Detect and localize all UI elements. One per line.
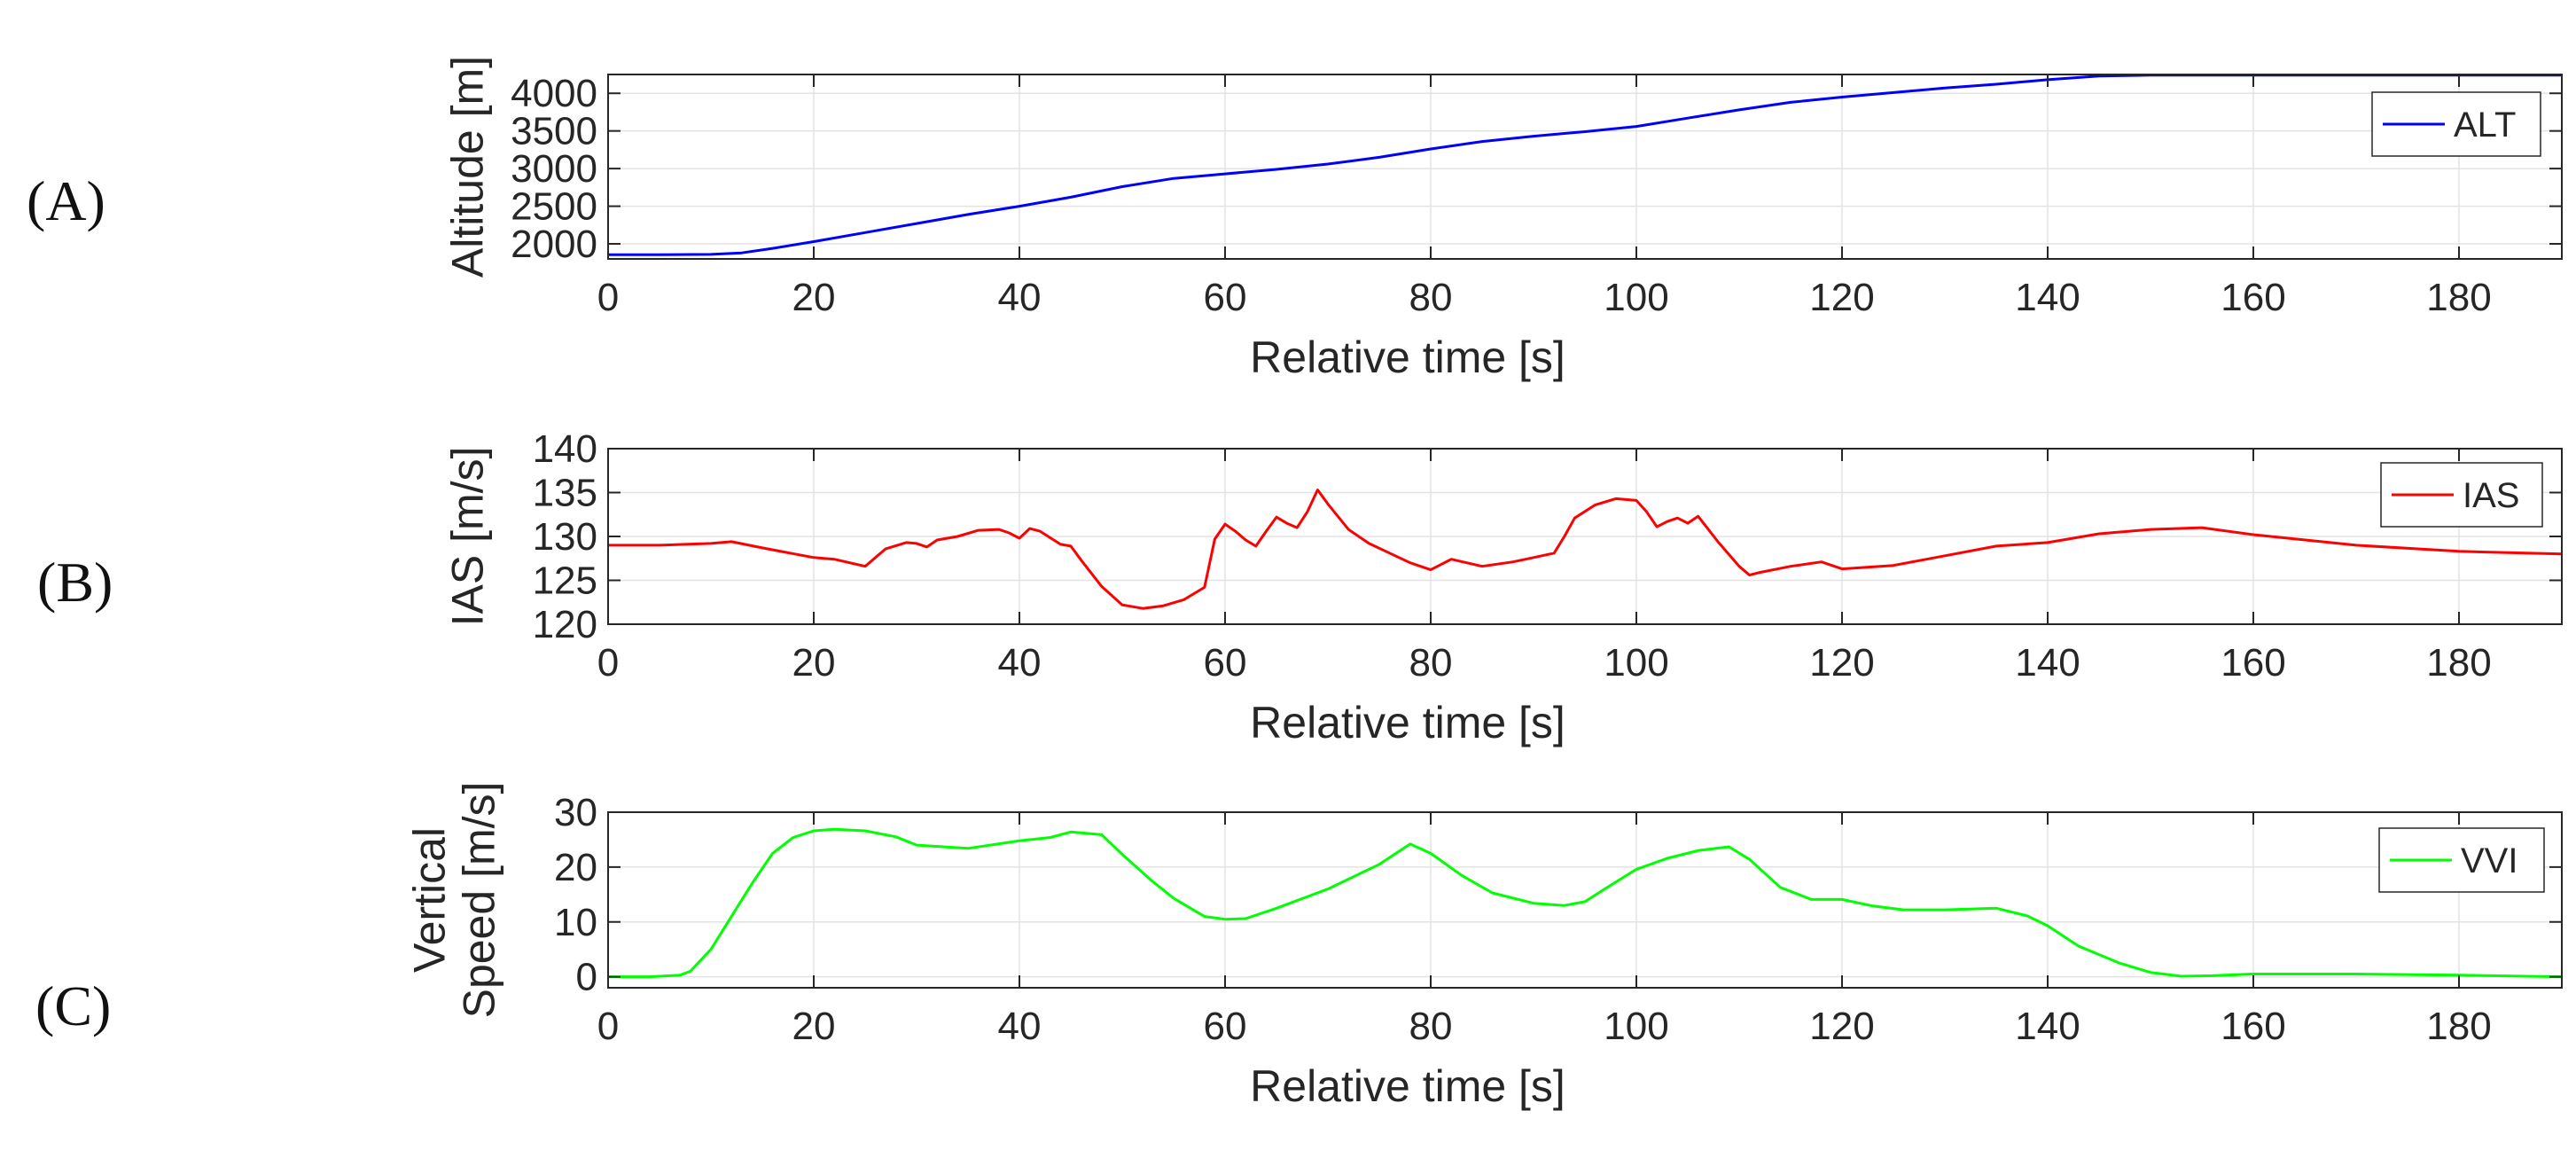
x-tick-label: 0 [597,276,619,319]
x-tick-label: 80 [1409,276,1453,319]
x-tick-label: 20 [792,641,836,685]
y-axis-label: Altitude [m] [443,56,493,278]
plot-frame [607,811,2563,989]
x-axis-label: Relative time [s] [1250,1061,1565,1111]
x-tick-label: 40 [998,641,1042,685]
x-tick-label: 160 [2221,276,2285,319]
x-tick-label: 120 [1809,276,1874,319]
y-tick-label: 3500 [511,110,597,153]
plot-frame [607,74,2563,260]
series-line-ias [608,489,2563,610]
panel-label-c: (C) [35,974,111,1037]
y-axis-label: Vertical [405,827,455,973]
y-tick-label: 30 [554,791,597,834]
panel-label-a: (A) [27,169,105,232]
x-tick-label: 100 [1604,1005,1668,1048]
vertical-speed-chart: 0 20 40 60 80 100 120 140 160 180 0 10 20 30 Relative … [405,782,2563,1111]
y-tick-label: 120 [533,603,597,646]
ias-chart: 0 20 40 60 80 100 120 140 160 180120125130135140R… [443,427,2563,747]
x-tick-label: 0 [597,1005,619,1048]
y-axis-label: IAS [m/s] [443,447,493,627]
y-tick-label: 135 [533,472,597,515]
x-tick-label: 180 [2426,276,2491,319]
x-tick-label: 140 [2015,276,2080,319]
x-tick-label: 60 [1204,641,1247,685]
altitude-chart: 0 20 40 60 80 100 120 140 160 180 2000250030003500… [443,56,2563,382]
series-line-vvi [608,827,2563,979]
x-tick-label: 140 [2015,641,2080,685]
panel-label-b: (B) [37,551,113,614]
legend-label: IAS [2463,476,2519,515]
x-tick-label: 180 [2426,641,2491,685]
x-axis-label: Relative time [s] [1250,698,1565,747]
x-tick-label: 40 [998,1005,1042,1048]
y-tick-label: 125 [533,559,597,603]
x-tick-label: 160 [2221,641,2285,685]
x-tick-label: 120 [1809,641,1874,685]
x-tick-label: 20 [792,276,836,319]
x-tick-label: 100 [1604,641,1668,685]
y-tick-label: 3000 [511,147,597,191]
x-tick-label: 80 [1409,1005,1453,1048]
legend-label: VVI [2461,841,2517,880]
series-line-alt [608,74,2562,256]
x-tick-label: 160 [2221,1005,2285,1048]
x-tick-label: 100 [1604,276,1668,319]
x-tick-label: 140 [2015,1005,2080,1048]
x-tick-label: 40 [998,276,1042,319]
y-tick-label: 2500 [511,185,597,229]
x-tick-label: 60 [1204,1005,1247,1048]
y-tick-label: 0 [576,956,597,999]
x-axis-label: Relative time [s] [1250,333,1565,382]
y-tick-label: 2000 [511,223,597,266]
x-tick-label: 120 [1809,1005,1874,1048]
x-tick-label: 180 [2426,1005,2491,1048]
x-tick-label: 80 [1409,641,1453,685]
y-axis-label: Speed [m/s] [455,782,504,1019]
y-tick-label: 4000 [511,72,597,115]
x-tick-label: 0 [597,641,619,685]
y-tick-label: 130 [533,515,597,559]
y-tick-label: 140 [533,427,597,471]
x-tick-label: 20 [792,1005,836,1048]
y-tick-label: 20 [554,846,597,889]
x-tick-label: 60 [1204,276,1247,319]
legend-label: ALT [2454,106,2516,145]
y-tick-label: 10 [554,901,597,944]
